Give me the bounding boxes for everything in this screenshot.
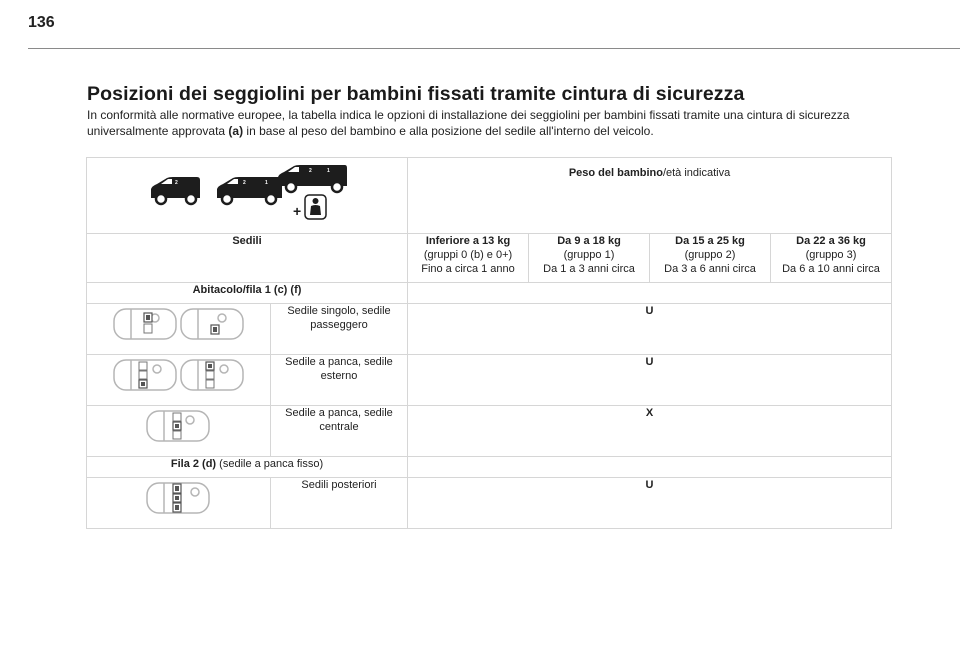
section-label-rear-bold: Fila 2 (d) xyxy=(170,458,217,470)
column-group-3: Da 22 a 36 kg (gruppo 3) Da 6 a 10 anni ci… xyxy=(769,233,893,283)
column-age: Da 3 a 6 anni circa xyxy=(664,263,756,275)
seat-value: U xyxy=(406,354,893,406)
page-number: 136 xyxy=(28,14,55,31)
vehicle-icons-cell: 2 2 1 2 1 + xyxy=(86,157,408,234)
intro-text-2: in base al peso del bambino e alla posiz… xyxy=(243,123,654,138)
seat-value: U xyxy=(406,477,893,529)
seat-label: Sedile a panca, sedile centrale xyxy=(270,405,408,457)
section-label-rear-rest: (sedile a panca fisso) xyxy=(216,458,324,470)
table-row: Sedili posteriori U xyxy=(86,477,893,529)
table-row: Sedile a panca, sedile centrale X xyxy=(86,405,893,457)
svg-text:2: 2 xyxy=(243,180,246,186)
car-top-view-icon xyxy=(112,308,244,340)
page-title: Posizioni dei seggiolini per bambini fis… xyxy=(87,83,745,105)
seat-diagram-cell xyxy=(86,405,271,457)
child-seat-plus-icon: + xyxy=(293,203,301,219)
van-silhouettes-icon: 2 2 1 2 1 + xyxy=(150,165,347,220)
intro-ref: (a) xyxy=(228,123,244,138)
weight-header-rest: /età indicativa xyxy=(662,167,731,179)
seat-diagram-cell xyxy=(86,303,271,355)
section-row-front: Abitacolo/fila 1 (c) (f) xyxy=(86,282,893,304)
child-seat-table: 2 2 1 2 1 + Peso del bambino/età indicativa… xyxy=(86,157,893,529)
column-weight: Da 15 a 25 kg xyxy=(675,235,745,247)
intro-text-1: In conformità alle normative europee, la… xyxy=(87,108,850,138)
seat-diagram-cell xyxy=(86,477,271,529)
table-row: Sedile a panca, sedile esterno U xyxy=(86,354,893,406)
car-top-view-icon xyxy=(112,359,244,391)
seat-diagram-cell xyxy=(86,354,271,406)
column-age: Da 1 a 3 anni circa xyxy=(543,263,635,275)
table-row: Sedile singolo, sedile passeggero U xyxy=(86,303,893,355)
section-row-rear: Fila 2 (d) (sedile a panca fisso) xyxy=(86,456,893,478)
header-divider xyxy=(28,48,960,49)
car-top-view-icon xyxy=(145,482,210,514)
svg-text:1: 1 xyxy=(327,168,330,174)
car-top-view-icon xyxy=(145,410,210,442)
column-weight: Da 9 a 18 kg xyxy=(557,235,621,247)
weight-header: Peso del bambino/età indicativa xyxy=(406,157,893,234)
seat-label: Sedile a panca, sedile esterno xyxy=(270,354,408,406)
column-group-1: Da 9 a 18 kg (gruppo 1) Da 1 a 3 anni circ… xyxy=(528,233,650,283)
column-weight: Inferiore a 13 kg xyxy=(425,235,511,247)
intro-paragraph: In conformità alle normative europee, la… xyxy=(87,108,887,139)
weight-header-bold: Peso del bambino xyxy=(568,167,663,179)
seat-value: X xyxy=(406,405,893,457)
column-group: (gruppo 3) xyxy=(805,249,857,261)
column-group: (gruppi 0 (b) e 0+) xyxy=(423,249,513,261)
column-age: Fino a circa 1 anno xyxy=(421,263,515,275)
column-group: (gruppo 2) xyxy=(684,249,736,261)
svg-text:2: 2 xyxy=(309,168,312,174)
column-weight: Da 22 a 36 kg xyxy=(796,235,866,247)
table-header-row: 2 2 1 2 1 + Peso del bambino/età indicativa xyxy=(86,157,893,234)
column-group-2: Da 15 a 25 kg (gruppo 2) Da 3 a 6 anni cir… xyxy=(649,233,771,283)
column-age: Da 6 a 10 anni circa xyxy=(782,263,880,275)
column-group-0: Inferiore a 13 kg (gruppi 0 (b) e 0+) Fino… xyxy=(407,233,529,283)
section-label-front: Abitacolo/fila 1 (c) (f) xyxy=(86,282,408,304)
seat-label: Sedili posteriori xyxy=(270,477,408,529)
seat-value: U xyxy=(406,303,893,355)
svg-text:2: 2 xyxy=(175,180,178,186)
section-label-rear: Fila 2 (d) (sedile a panca fisso) xyxy=(86,456,408,478)
svg-text:1: 1 xyxy=(265,180,268,186)
seat-label: Sedile singolo, sedile passeggero xyxy=(270,303,408,355)
column-group: (gruppo 1) xyxy=(563,249,615,261)
seats-label: Sedili xyxy=(86,233,408,283)
table-columns-row: Sedili Inferiore a 13 kg (gruppi 0 (b) e … xyxy=(86,233,893,283)
